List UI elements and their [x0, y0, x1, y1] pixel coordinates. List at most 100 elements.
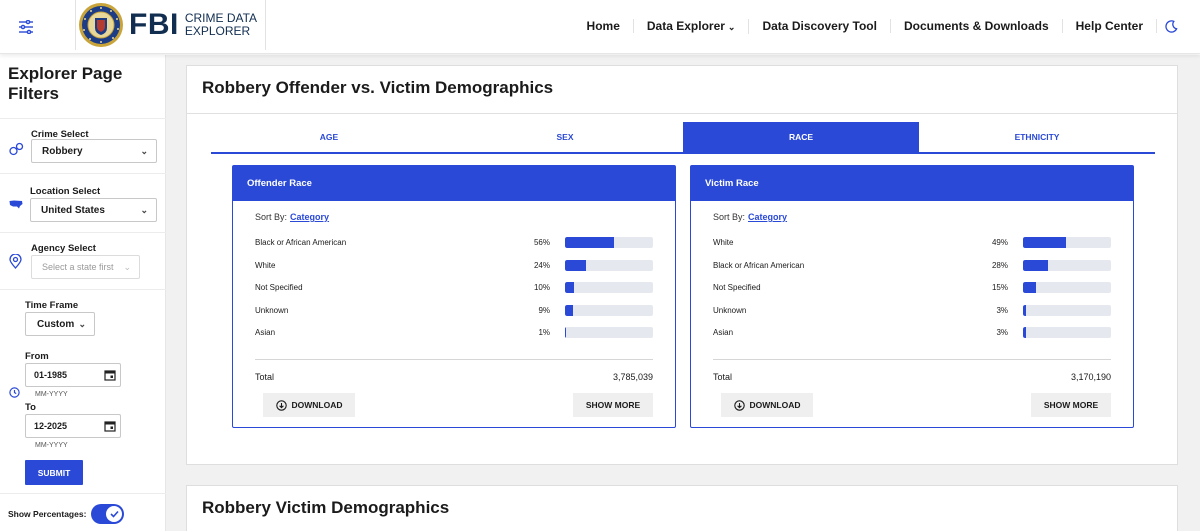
row-label: Unknown [713, 306, 747, 315]
offender-race-panel: Offender Race Sort By: Category Black or … [232, 165, 676, 428]
brand-subtitle-line2: EXPLORER [184, 24, 251, 38]
row-percent: 9% [538, 306, 550, 315]
download-label: DOWNLOAD [291, 400, 343, 410]
row-percent: 56% [533, 238, 550, 247]
crime-select[interactable]: Robbery ⌄ [31, 139, 157, 163]
filter-menu-button[interactable] [8, 10, 44, 44]
submit-button[interactable]: SUBMIT [25, 460, 83, 485]
moon-icon [1165, 19, 1178, 33]
from-date-input[interactable]: 01-1985 [25, 363, 121, 387]
dark-mode-toggle[interactable] [1165, 19, 1178, 33]
list-item: Asian 1% [255, 327, 653, 339]
location-select-value: United States [41, 204, 105, 216]
row-label: Asian [713, 328, 734, 337]
nav-data-discovery-tool[interactable]: Data Discovery Tool [749, 19, 891, 33]
row-percent: 10% [533, 283, 550, 292]
chevron-down-icon: ⌄ [140, 145, 148, 156]
to-date-input[interactable]: 12-2025 [25, 414, 121, 438]
show-more-button[interactable]: SHOW MORE [1031, 393, 1111, 417]
sort-by: Sort By: Category [713, 212, 787, 222]
crime-select-label: Crime Select [31, 129, 89, 140]
victim-demographics-card: Robbery Victim Demographics [186, 485, 1178, 531]
nav-home[interactable]: Home [574, 19, 634, 33]
list-item: White 49% [713, 237, 1111, 249]
row-label: Black or African American [255, 238, 347, 247]
from-date-value: 01-1985 [34, 370, 68, 380]
site-logo[interactable]: FBI CRIME DATA EXPLORER [75, 0, 267, 50]
download-label: DOWNLOAD [749, 400, 801, 410]
tab-ethnicity[interactable]: ETHNICITY [1014, 132, 1060, 142]
calendar-icon[interactable] [104, 420, 116, 432]
victim-race-panel: Victim Race Sort By: Category White 49% Bl… [690, 165, 1134, 428]
progress-bar [1023, 282, 1111, 293]
progress-bar [565, 237, 653, 248]
agency-select-label: Agency Select [31, 243, 96, 254]
time-frame-value: Custom [37, 318, 75, 330]
sidebar-title-line1: Explorer Page [8, 64, 123, 83]
progress-bar [1023, 260, 1111, 271]
divider [255, 359, 653, 360]
filters-sidebar: Explorer Page Filters Crime Select Robbe… [0, 55, 166, 531]
total-label: Total [713, 372, 733, 382]
chevron-down-icon: ⌄ [140, 204, 148, 215]
divider [0, 289, 166, 290]
top-header: FBI CRIME DATA EXPLORER Home Data Explor… [0, 0, 1200, 54]
download-icon [733, 399, 745, 411]
progress-bar [1023, 237, 1111, 248]
handcuffs-icon [9, 142, 24, 156]
progress-fill [565, 260, 587, 271]
progress-fill [1023, 305, 1026, 316]
time-frame-select[interactable]: Custom ⌄ [25, 312, 95, 336]
chevron-down-icon: ⌄ [123, 261, 131, 272]
location-select[interactable]: United States ⌄ [30, 198, 157, 222]
total-value: 3,170,190 [1070, 372, 1111, 382]
agency-select[interactable]: Select a state first ⌄ [31, 255, 140, 279]
tab-age[interactable]: AGE [319, 132, 339, 142]
download-button[interactable]: DOWNLOAD [263, 393, 355, 417]
list-item: White 24% [255, 260, 653, 272]
time-frame-label: Time Frame [25, 300, 79, 311]
total-value: 3,785,039 [612, 372, 653, 382]
nav-help-center[interactable]: Help Center [1063, 19, 1157, 33]
divider [0, 232, 166, 233]
row-percent: 1% [538, 328, 550, 337]
filter-menu-icon [19, 20, 33, 34]
us-map-icon [9, 200, 23, 209]
show-more-button[interactable]: SHOW MORE [573, 393, 653, 417]
nav-data-explorer[interactable]: Data Explorer ⌄ [634, 18, 750, 34]
sort-by-category-link[interactable]: Category [290, 212, 330, 222]
list-item: Asian 3% [713, 327, 1111, 339]
show-percentages-toggle[interactable] [91, 504, 124, 524]
progress-bar [565, 327, 653, 338]
tab-sex[interactable]: SEX [556, 132, 574, 142]
fbi-wordmark: FBI [129, 8, 179, 41]
sort-by-category-link[interactable]: Category [748, 212, 788, 222]
main-nav: Home Data Explorer ⌄ Data Discovery Tool … [574, 0, 1178, 52]
list-item: Unknown 9% [255, 305, 653, 317]
list-item: Black or African American 28% [713, 260, 1111, 272]
calendar-icon[interactable] [104, 369, 116, 381]
progress-fill [565, 237, 615, 248]
divider [0, 118, 166, 119]
toggle-knob [106, 506, 122, 522]
divider [0, 493, 166, 494]
row-label: Black or African American [713, 261, 805, 270]
progress-fill [565, 327, 567, 338]
row-percent: 24% [533, 261, 550, 270]
row-label: White [713, 238, 734, 247]
to-date-hint: MM-YYYY [35, 442, 68, 449]
list-item: Unknown 3% [713, 305, 1111, 317]
to-label: To [25, 402, 36, 413]
row-label: Not Specified [713, 283, 761, 292]
row-label: White [255, 261, 276, 270]
clock-icon [9, 387, 20, 398]
nav-documents-downloads[interactable]: Documents & Downloads [891, 19, 1063, 33]
progress-fill [1023, 282, 1037, 293]
progress-bar [1023, 327, 1111, 338]
tab-race[interactable]: RACE [683, 122, 919, 152]
row-percent: 15% [991, 283, 1008, 292]
progress-fill [1023, 260, 1048, 271]
progress-fill [565, 305, 573, 316]
download-button[interactable]: DOWNLOAD [721, 393, 813, 417]
fbi-seal-icon [79, 3, 123, 47]
